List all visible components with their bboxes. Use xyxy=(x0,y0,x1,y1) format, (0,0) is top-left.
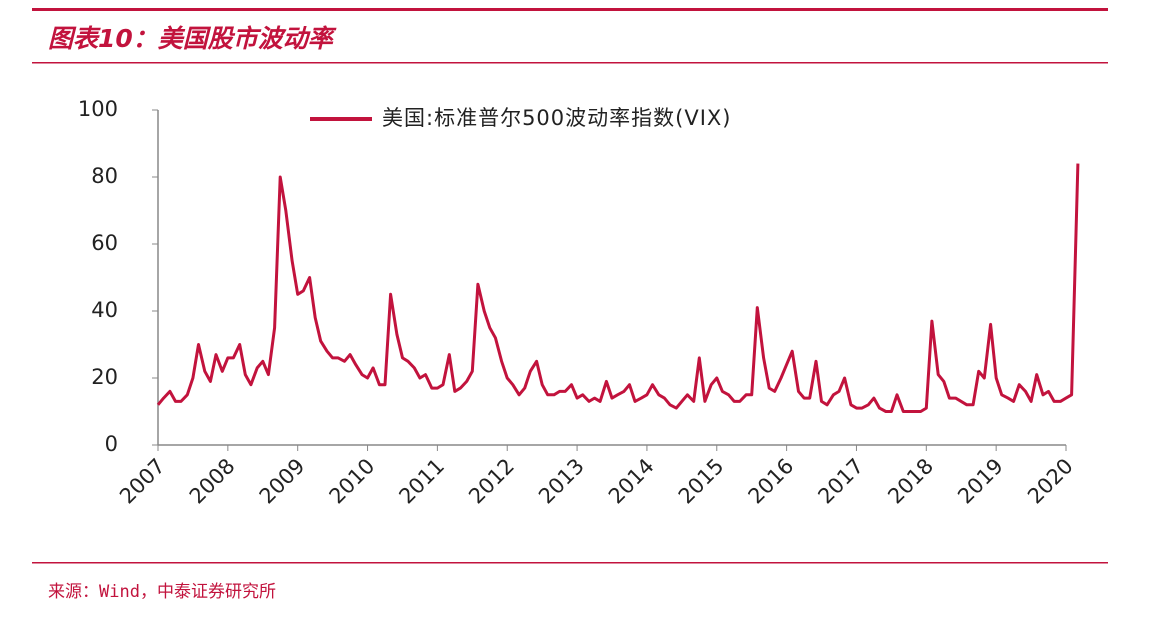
x-tick-label: 2018 xyxy=(883,454,938,509)
y-tick-label: 100 xyxy=(78,97,118,121)
x-tick-label: 2019 xyxy=(953,454,1008,509)
x-tick-label: 2017 xyxy=(813,454,868,509)
x-tick-label: 2013 xyxy=(534,454,589,509)
y-tick-label: 40 xyxy=(91,298,118,322)
legend-label: 美国:标准普尔500波动率指数(VIX) xyxy=(382,106,732,130)
y-tick-label: 0 xyxy=(105,432,118,456)
x-tick-label: 2008 xyxy=(185,454,240,509)
source-rule xyxy=(32,562,1108,564)
x-tick-label: 2007 xyxy=(115,454,170,509)
y-tick-label: 80 xyxy=(91,164,118,188)
y-tick-label: 20 xyxy=(91,365,118,389)
x-tick-label: 2020 xyxy=(1023,454,1078,509)
line-series xyxy=(156,163,1080,413)
x-tick-label: 2009 xyxy=(255,454,310,509)
title-rule xyxy=(32,62,1108,64)
x-tick-label: 2011 xyxy=(394,454,449,509)
x-tick-label: 2012 xyxy=(464,454,519,509)
x-tick-label: 2010 xyxy=(325,454,380,509)
source: 来源：Wind，中泰证券研究所 xyxy=(48,582,276,602)
y-tick-label: 60 xyxy=(91,231,118,255)
x-tick-label: 2015 xyxy=(674,454,729,509)
x-tick-label: 2016 xyxy=(744,454,799,509)
x-tick-label: 2014 xyxy=(604,454,659,509)
chart-title: 图表10：美国股市波动率 xyxy=(48,24,337,53)
top-rule xyxy=(32,8,1108,11)
